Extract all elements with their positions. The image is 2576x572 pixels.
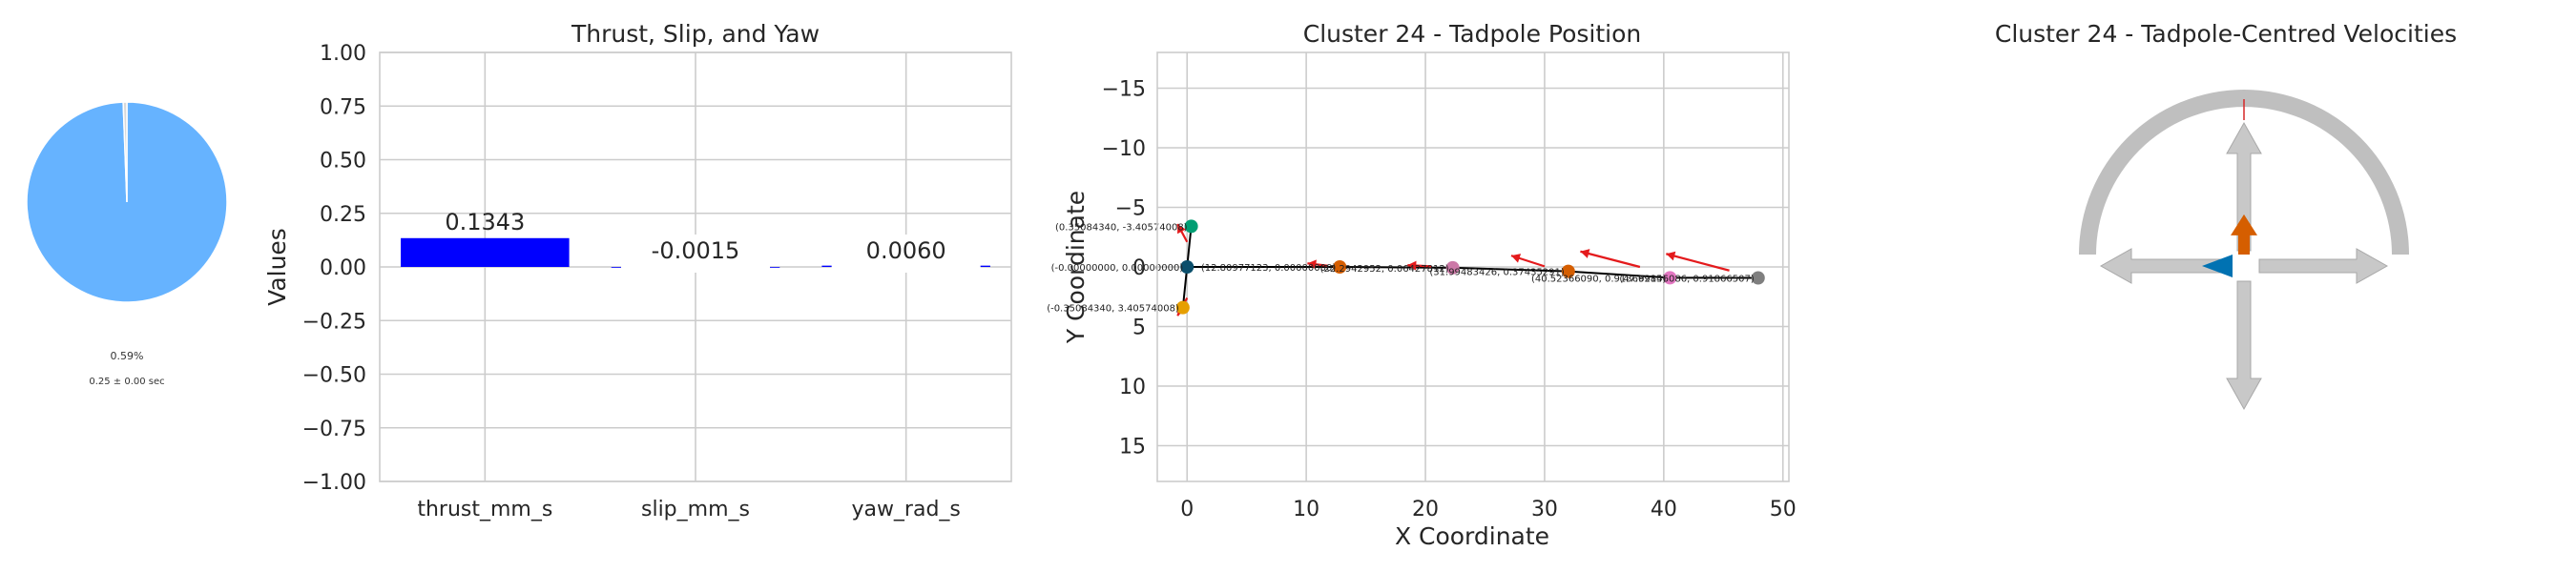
position-x-tick-label: 10	[1293, 498, 1319, 521]
position-y-tick-label: 5	[1132, 317, 1146, 340]
velocity-arrows	[1176, 223, 1730, 317]
position-point-3	[1333, 260, 1347, 274]
path-segment-6	[1568, 270, 1671, 279]
bar-x-ticks: thrust_mm_s slip_mm_s yaw_rad_s	[417, 498, 961, 521]
velocity-arrow-head-0	[1177, 224, 1186, 235]
position-x-tick-label: 0	[1180, 498, 1194, 521]
right-guide-arrow	[2258, 248, 2389, 284]
position-point-labels: (0.35084340, -3.40574008) (-0.00000000, 0…	[1047, 222, 1755, 314]
heading-arc	[2079, 90, 2409, 255]
bar-value-label-bg-1	[621, 235, 770, 273]
path-segment-1	[1181, 266, 1189, 308]
position-y-tick-label: 10	[1119, 376, 1146, 399]
velocity-arrow-head-3	[1407, 260, 1417, 271]
velocity-arrow-shaft-6	[1666, 253, 1730, 272]
velocity-arrow-head-2	[1307, 259, 1317, 270]
position-x-axis-label: X Coordinate	[1395, 522, 1549, 550]
position-point-label-7: (47.92146086, 0.91866507)	[1619, 275, 1755, 285]
position-point-label-0: (0.35084340, -3.40574008)	[1055, 222, 1188, 233]
velocity-arrow-head-6	[1666, 251, 1676, 261]
bar-marks: 0.1343 -0.0015 0.0060	[401, 209, 990, 273]
path-segment-4	[1340, 266, 1453, 269]
bar-thrust_mm_s	[401, 237, 570, 267]
backward-guide-arrow	[2226, 280, 2262, 411]
velocity-arrow-shaft-5	[1580, 250, 1641, 269]
pie-chart	[26, 101, 228, 303]
position-plot-frame	[1156, 51, 1790, 482]
position-y-tick-label: −10	[1102, 137, 1146, 161]
position-point-6	[1663, 271, 1677, 285]
bar-y-tick-label: −1.00	[302, 471, 366, 495]
bar-x-tick-label: slip_mm_s	[641, 498, 750, 521]
position-points	[1175, 219, 1765, 315]
velocity-diagram-title: Cluster 24 - Tadpole-Centred Velocities	[1995, 20, 2457, 48]
position-point-4	[1445, 260, 1460, 275]
pie-slice-1	[122, 101, 128, 203]
centre-marker	[2234, 256, 2254, 276]
position-point-2	[1175, 300, 1190, 315]
bar-y-axis-label: Values	[263, 228, 291, 306]
position-y-tick-label: 0	[1132, 256, 1146, 280]
pie-percent-label: 0.59%	[111, 350, 144, 362]
slip-velocity-arrow	[2202, 255, 2233, 277]
bar-x-tick-label: thrust_mm_s	[417, 498, 552, 521]
position-y-tick-label: −15	[1102, 78, 1146, 102]
position-y-tick-label: 15	[1119, 436, 1146, 460]
bar-y-tick-label: −0.25	[302, 310, 366, 334]
position-x-ticks: 0 10 20 30 40 50	[1180, 498, 1797, 521]
position-point-label-5: (31.99483426, 0.37435291)	[1429, 268, 1565, 278]
position-point-7	[1751, 271, 1765, 285]
bar-value-label-bg-2	[831, 235, 981, 273]
position-x-tick-label: 50	[1770, 498, 1797, 521]
path-segment-0	[1186, 226, 1193, 268]
position-point-1	[1180, 260, 1195, 274]
bar-y-tick-label: 0.50	[320, 150, 366, 174]
position-point-5	[1561, 264, 1575, 278]
position-y-axis-label: Y Coordinate	[1062, 191, 1090, 344]
position-point-label-1: (-0.00000000, 0.00000000)	[1051, 263, 1184, 274]
velocity-diagram	[2079, 90, 2409, 411]
bar-value-label-slip_mm_s: -0.0015	[652, 237, 740, 264]
position-y-ticks: −15 −10 −5 0 5 10 15	[1102, 78, 1146, 460]
position-chart-title: Cluster 24 - Tadpole Position	[1303, 20, 1642, 48]
velocity-arrow-head-4	[1510, 254, 1522, 263]
position-y-tick-label: −5	[1115, 197, 1146, 221]
bar-y-tick-label: 0.75	[320, 95, 366, 119]
velocity-arrow-head-5	[1580, 249, 1590, 258]
position-point-label-4: (22.2942952, 0.06427812)	[1320, 264, 1449, 275]
bar-chart-title: Thrust, Slip, and Yaw	[571, 20, 820, 48]
path-segment-5	[1452, 266, 1568, 273]
position-x-tick-label: 40	[1651, 498, 1677, 521]
position-point-0	[1184, 219, 1198, 234]
bar-value-label-yaw_rad_s: 0.0060	[866, 237, 946, 264]
bar-y-tick-label: −0.50	[302, 364, 366, 388]
position-x-tick-label: 30	[1531, 498, 1558, 521]
forward-velocity-arrow	[2231, 214, 2257, 255]
bar-y-tick-label: 0.00	[320, 256, 366, 280]
position-path	[1181, 226, 1758, 308]
bar-y-ticks: −1.00 −0.75 −0.50 −0.25 0.00 0.25 0.50 0.75 1.00	[302, 42, 366, 495]
position-point-label-3: (12.80977123, 0.00000000)	[1201, 263, 1337, 274]
bar-x-tick-label: yaw_rad_s	[851, 498, 960, 521]
position-x-tick-label: 20	[1412, 498, 1439, 521]
left-guide-arrow	[2099, 248, 2230, 284]
position-point-label-6: (40.52366090, 0.91366985)	[1531, 274, 1667, 284]
pie-time-label: 0.25 ± 0.00 sec	[89, 377, 164, 387]
position-point-label-2: (-0.35084340, 3.40574008)	[1047, 304, 1179, 315]
bar-y-tick-label: 0.25	[320, 203, 366, 227]
bar-y-tick-label: 1.00	[320, 42, 366, 66]
bar-y-tick-label: −0.75	[302, 418, 366, 441]
bar-plot-frame	[379, 51, 1012, 482]
bar-value-label-thrust_mm_s: 0.1343	[445, 209, 525, 235]
